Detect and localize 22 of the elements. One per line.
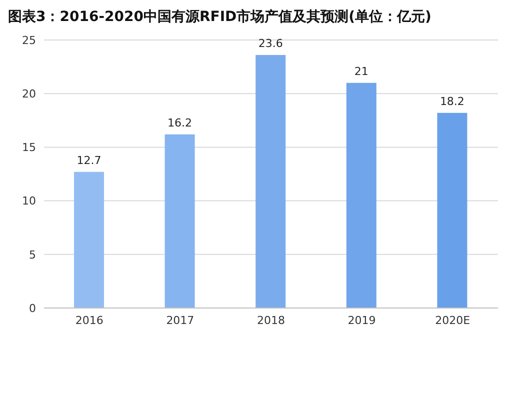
x-tick-label: 2018 (257, 314, 285, 327)
bar (74, 172, 104, 308)
y-tick-label: 5 (29, 248, 36, 262)
y-tick-label: 25 (22, 34, 36, 47)
bar (256, 55, 286, 308)
data-label: 23.6 (258, 37, 283, 50)
data-label: 21 (354, 64, 368, 78)
data-label: 18.2 (440, 94, 464, 108)
x-tick-label: 2020E (435, 314, 470, 327)
chart-title: 图表3：2016-2020中国有源RFID市场产值及其预测(单位：亿元) (8, 8, 432, 26)
y-tick-label: 15 (22, 141, 36, 154)
y-tick-label: 20 (22, 88, 36, 101)
bar (346, 82, 376, 308)
y-tick-label: 10 (22, 194, 36, 208)
bar (437, 112, 468, 308)
data-label: 12.7 (76, 154, 102, 167)
x-tick-label: 2016 (75, 314, 104, 327)
bar (164, 134, 195, 308)
x-tick-label: 2019 (348, 314, 376, 327)
x-tick-label: 2017 (166, 314, 194, 327)
y-tick-label: 0 (29, 302, 36, 315)
data-label: 16.2 (168, 116, 192, 130)
